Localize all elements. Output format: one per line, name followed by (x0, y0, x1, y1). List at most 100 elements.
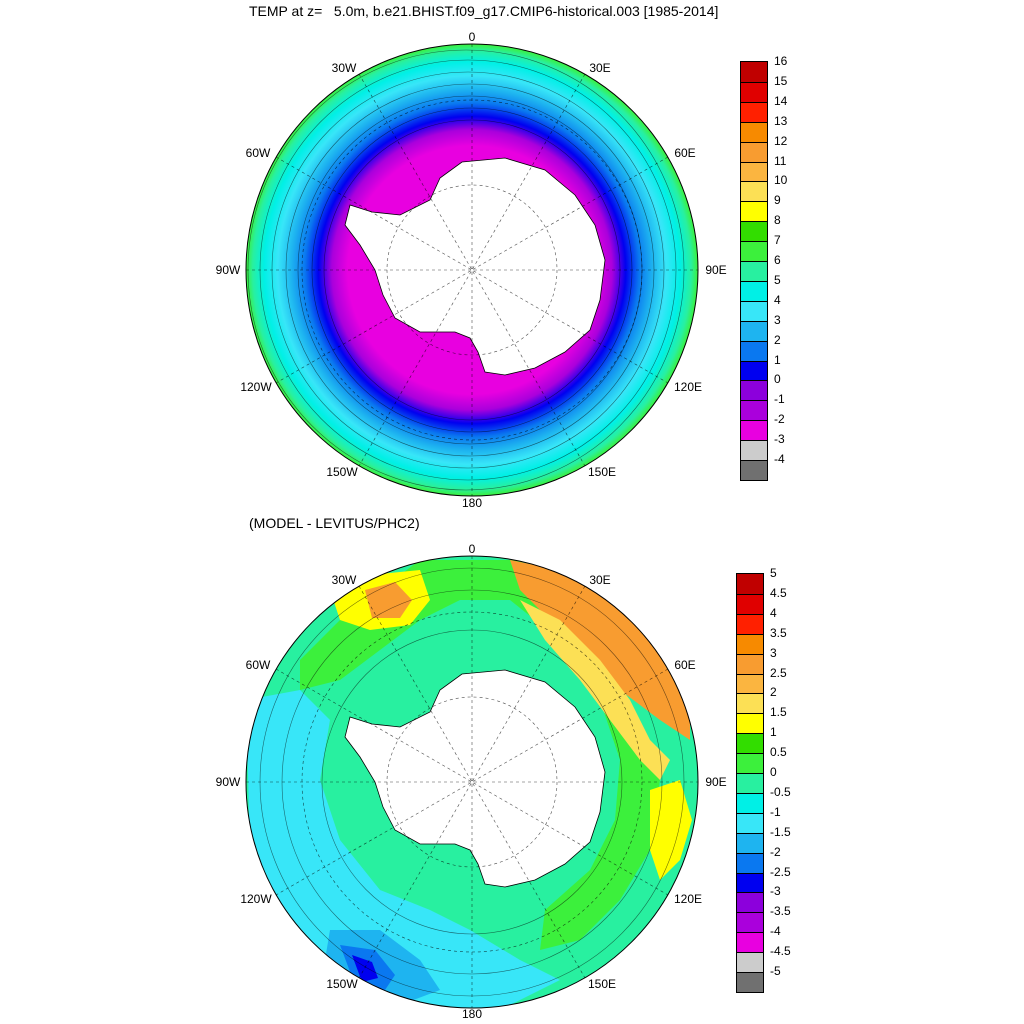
colorbar-box (741, 81, 767, 102)
colorbar-tick-label: -3 (774, 432, 785, 447)
colorbar-tick-label: 13 (774, 113, 788, 128)
colorbar-box (741, 141, 767, 162)
colorbar-box (737, 574, 763, 594)
colorbar-tick-label: 7 (774, 233, 781, 248)
top-label-150W: 150W (326, 465, 358, 479)
colorbar-box (737, 792, 763, 813)
colorbar-tick-label: 2 (774, 332, 781, 347)
colorbar-box (741, 221, 767, 242)
colorbar-box (741, 320, 767, 341)
top-antarctica-landmass (344, 157, 606, 376)
colorbar-box (737, 972, 763, 992)
colorbar-tick-label: 12 (774, 133, 788, 148)
colorbar-tick-label: 4 (770, 605, 777, 620)
colorbar-tick-label: 9 (774, 193, 781, 208)
colorbar-box (741, 241, 767, 262)
colorbar-tick-label: 6 (774, 253, 781, 268)
colorbar-tick-label: 11 (774, 153, 787, 168)
top-temperature-field (246, 44, 698, 496)
colorbar-tick-label: -5 (770, 964, 781, 979)
top-label-60E: 60E (674, 146, 696, 160)
top-label-150E: 150E (587, 465, 617, 479)
colorbar-tick-label: 5 (770, 566, 777, 580)
colorbar-tick-label: 14 (774, 93, 788, 108)
colorbar-box (741, 101, 767, 122)
top-label-180: 180 (461, 496, 483, 510)
colorbar-box (741, 360, 767, 381)
colorbar-tick-label: 5 (774, 272, 781, 287)
colorbar-box (741, 460, 767, 480)
colorbar-box (737, 872, 763, 893)
colorbar-tick-label: 3 (770, 645, 777, 660)
colorbar-tick-label: -2 (770, 844, 781, 859)
colorbar-box (737, 593, 763, 614)
top-label-120W: 120W (240, 380, 272, 394)
colorbar-box (741, 340, 767, 361)
colorbar-box (737, 673, 763, 694)
colorbar-box (737, 932, 763, 953)
colorbar-tick-label: -4 (770, 924, 781, 939)
top-label-0: 0 (468, 30, 476, 44)
bottom-label-90W: 90W (215, 775, 241, 789)
colorbar-box (741, 420, 767, 441)
colorbar-tick-label: 2 (770, 685, 777, 700)
colorbar-box (737, 952, 763, 973)
colorbar-box (741, 300, 767, 321)
colorbar-tick-label: 15 (774, 73, 788, 88)
colorbar-tick-label: 1 (774, 352, 781, 367)
colorbar-tick-label: 0.5 (770, 745, 787, 760)
bottom-antarctica-landmass (344, 669, 606, 888)
colorbar-box (741, 121, 767, 142)
top-label-60W: 60W (245, 146, 271, 160)
colorbar-tick-label: 4 (774, 292, 781, 307)
colorbar-tick-label: 1 (770, 725, 777, 740)
colorbar-tick-label: -1 (770, 804, 781, 819)
bottom-label-30E: 30E (589, 573, 611, 587)
colorbar-tick-label: -4.5 (770, 944, 791, 959)
colorbar-tick-label: 8 (774, 213, 781, 228)
colorbar-box (741, 181, 767, 202)
bottom-label-90E: 90E (705, 775, 727, 789)
bottom-label-0: 0 (468, 542, 476, 556)
top-label-30W: 30W (331, 61, 357, 75)
bottom-label-150W: 150W (326, 977, 358, 991)
colorbar-tick-label: 16 (774, 54, 788, 68)
colorbar-tick-label: -2 (774, 412, 785, 427)
colorbar-box (737, 713, 763, 734)
colorbar-box (737, 773, 763, 793)
colorbar-box (737, 832, 763, 853)
colorbar-tick-label: -4 (774, 452, 785, 467)
colorbar-box (741, 62, 767, 82)
top-title: TEMP at z= 5.0m, b.e21.BHIST.f09_g17.CMI… (249, 3, 719, 19)
colorbar-box (741, 440, 767, 461)
colorbar-tick-label: 10 (774, 173, 788, 188)
bottom-label-60E: 60E (674, 658, 696, 672)
colorbar-box (737, 812, 763, 833)
colorbar-tick-label: -3.5 (770, 904, 791, 919)
bottom-label-120W: 120W (240, 892, 272, 906)
colorbar-tick-label: -0.5 (770, 784, 791, 799)
colorbar-tick-label: 3.5 (770, 625, 787, 640)
colorbar-box (741, 161, 767, 182)
colorbar-tick-label: 2.5 (770, 665, 787, 680)
bottom-colorbar (736, 573, 764, 993)
top-label-120E: 120E (673, 380, 703, 394)
bottom-title: (MODEL - LEVITUS/PHC2) (249, 515, 420, 531)
top-label-90W: 90W (215, 263, 241, 277)
top-colorbar (740, 61, 768, 481)
colorbar-box (737, 852, 763, 873)
top-label-90E: 90E (705, 263, 727, 277)
bottom-label-120E: 120E (673, 892, 703, 906)
colorbar-box (737, 653, 763, 674)
colorbar-box (737, 633, 763, 654)
bottom-label-180: 180 (461, 1007, 483, 1021)
colorbar-box (737, 733, 763, 754)
colorbar-box (737, 613, 763, 634)
colorbar-box (741, 201, 767, 222)
colorbar-box (741, 261, 767, 281)
top-label-30E: 30E (589, 61, 611, 75)
colorbar-tick-label: 0 (770, 765, 777, 780)
colorbar-tick-label: -2.5 (770, 864, 791, 879)
